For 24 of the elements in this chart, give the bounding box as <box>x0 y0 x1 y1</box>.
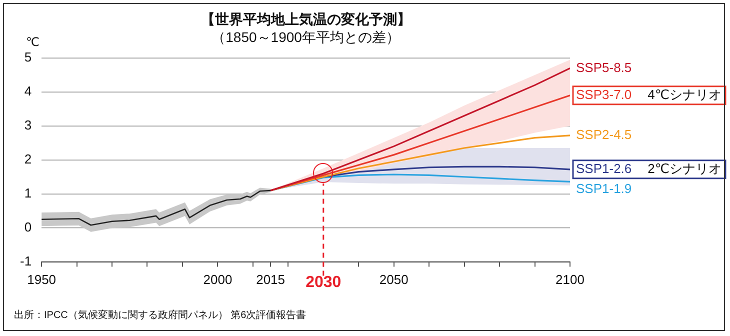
x-tick-label: 1950 <box>27 272 56 288</box>
y-axis-title: ℃ <box>26 35 40 49</box>
x-tick-label: 2030 <box>306 274 342 291</box>
x-tick-label: 2050 <box>379 272 408 288</box>
series-label: SSP2-4.5 <box>576 127 632 142</box>
y-tick-label: 4 <box>24 84 32 99</box>
x-tick-label: 2000 <box>203 272 232 288</box>
x-tick-label: 2015 <box>256 272 286 288</box>
series-label: SSP1-1.9 <box>576 180 632 196</box>
y-tick-label: 1 <box>24 185 32 200</box>
y-tick-label: 0 <box>24 219 32 234</box>
chart-subtitle: （1850～1900年平均との差） <box>212 29 400 45</box>
y-tick-label: -1 <box>20 253 32 268</box>
y-tick-label: 3 <box>24 118 32 133</box>
y-tick-label: 2 <box>24 151 32 166</box>
series-label: SSP3-7.0 <box>576 86 632 102</box>
x-tick-label: 2100 <box>556 272 584 288</box>
text: 2℃シナリオ <box>648 160 722 176</box>
series-label: SSP5-8.5 <box>576 60 632 75</box>
text: 出所：IPCC（気候変動に関する政府間パネル） 第6次評価報告書 <box>14 309 306 321</box>
chart-title: 【世界平均地上気温の変化予測】 <box>200 11 411 27</box>
text: 4℃シナリオ <box>648 86 722 102</box>
series-label: SSP1-2.6 <box>576 160 632 176</box>
y-tick-label: 5 <box>24 50 32 65</box>
